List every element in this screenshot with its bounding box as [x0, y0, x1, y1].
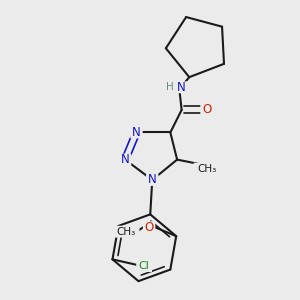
- Text: N: N: [177, 81, 186, 94]
- FancyBboxPatch shape: [176, 81, 188, 93]
- Text: N: N: [132, 126, 141, 139]
- Text: H: H: [167, 82, 174, 92]
- Text: CH₃: CH₃: [197, 164, 216, 174]
- Text: CH₃: CH₃: [117, 226, 136, 237]
- FancyBboxPatch shape: [113, 226, 140, 238]
- FancyBboxPatch shape: [130, 127, 143, 138]
- FancyBboxPatch shape: [165, 81, 176, 93]
- FancyBboxPatch shape: [143, 221, 155, 233]
- FancyBboxPatch shape: [146, 174, 158, 186]
- Text: O: O: [202, 103, 211, 116]
- Text: Cl: Cl: [139, 261, 150, 271]
- Text: N: N: [148, 173, 157, 186]
- Text: N: N: [121, 153, 130, 166]
- FancyBboxPatch shape: [136, 260, 152, 272]
- FancyBboxPatch shape: [119, 154, 131, 166]
- FancyBboxPatch shape: [194, 163, 220, 175]
- FancyBboxPatch shape: [200, 104, 213, 116]
- Text: O: O: [145, 220, 154, 234]
